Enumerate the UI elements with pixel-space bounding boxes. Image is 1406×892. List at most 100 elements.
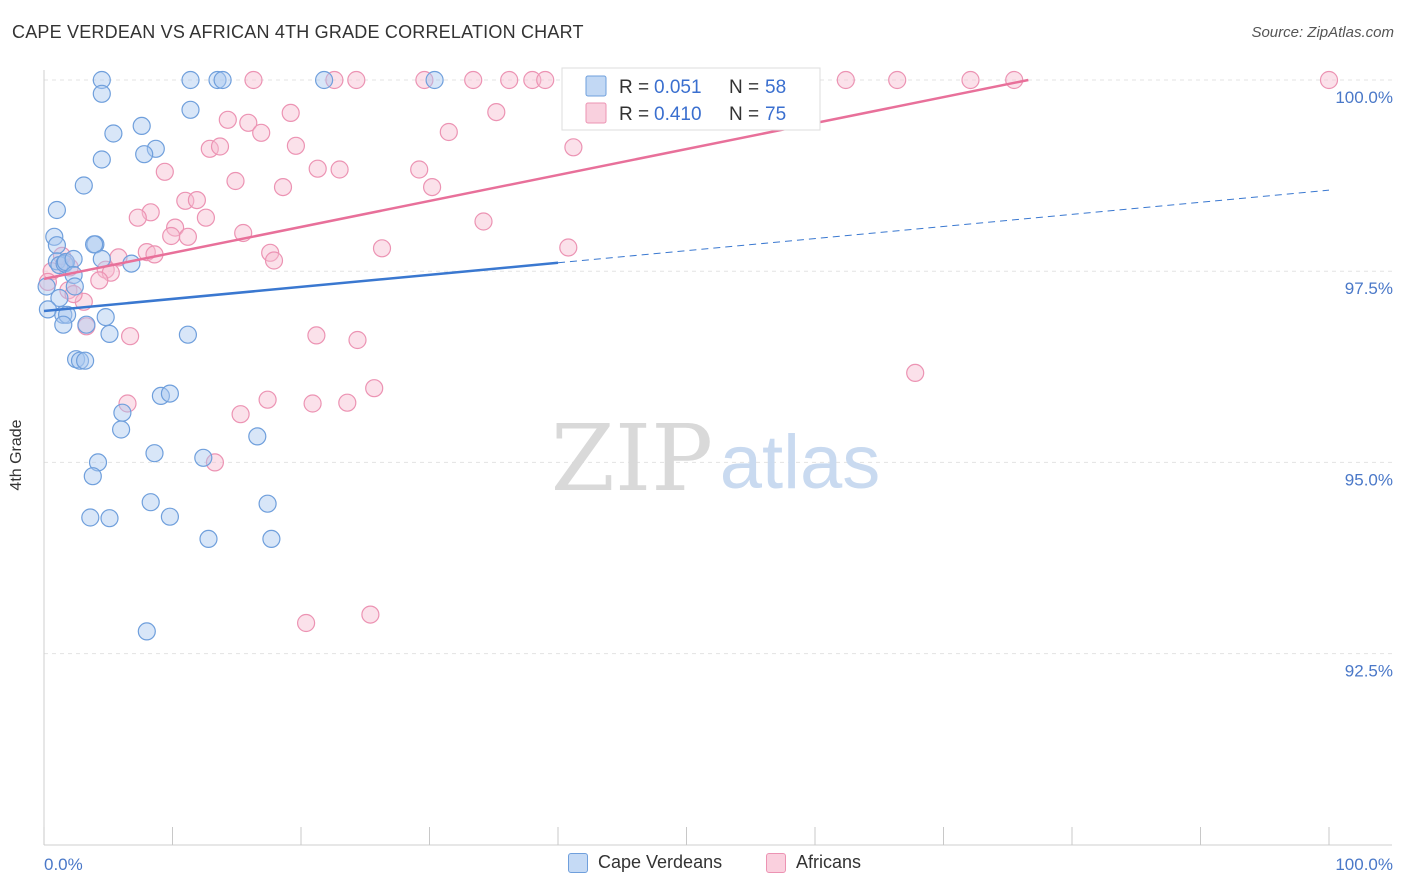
cape-verdeans-label: Cape Verdeans	[598, 852, 723, 872]
cape-verdean-point-48	[88, 453, 108, 472]
african-point-39	[166, 218, 185, 237]
y-tick-label-1: 97.5%	[1345, 279, 1393, 298]
cape-verdean-point-51	[258, 494, 277, 513]
x-tick-labels: 0.0% 100.0%	[44, 855, 1393, 874]
african-point-41	[178, 227, 197, 246]
cape-verdean-point-6	[92, 84, 111, 103]
african-point-64	[258, 390, 277, 409]
african-point-12	[888, 70, 907, 90]
african-point-14	[1005, 70, 1024, 90]
african-point-38	[474, 212, 493, 231]
correlation-legend: R = 0.051 N = 58 R = 0.410 N = 75	[561, 67, 821, 131]
african-point-40	[162, 226, 181, 246]
african-point-69	[205, 453, 224, 472]
cape-verdean-point-1	[181, 70, 200, 90]
african-point-5	[500, 70, 519, 90]
trend-lines	[43, 78, 1330, 313]
african-point-17	[487, 102, 506, 122]
african-point-59	[121, 327, 140, 346]
african-point-48	[264, 251, 284, 270]
cape-verdean-point-7	[181, 100, 200, 119]
gridlines	[44, 79, 1392, 655]
cape-verdean-point-5	[425, 70, 444, 90]
african-point-68	[231, 405, 250, 424]
source-credit: Source: ZipAtlas.com	[1251, 24, 1394, 41]
cape-verdean-point-23	[64, 249, 83, 269]
african-point-4	[464, 70, 483, 90]
african-point-70	[297, 613, 316, 633]
cape-verdean-point-0	[92, 70, 111, 90]
african-point-19	[239, 113, 258, 132]
africans-trend-line	[43, 78, 1029, 281]
cape-verdean-point-18	[84, 235, 104, 254]
african-point-6	[523, 70, 542, 90]
cape-verdean-point-10	[146, 139, 165, 158]
x-tick-label-1: 100.0%	[1335, 855, 1393, 874]
cape-verdeans-trend-line	[43, 261, 559, 313]
african-point-29	[155, 162, 174, 181]
cape-verdean-point-14	[47, 200, 67, 220]
african-point-67	[118, 394, 137, 413]
african-point-27	[330, 160, 349, 179]
legend-n-label-2: N =	[729, 104, 759, 125]
legend-r-value-1: 0.051	[654, 77, 702, 98]
african-point-66	[338, 393, 357, 412]
african-point-0	[244, 70, 263, 90]
legend-swatch-africans	[585, 102, 607, 124]
cape-verdean-point-12	[92, 150, 111, 169]
cape-verdean-point-50	[141, 493, 160, 512]
legend-r-label-2: R =	[619, 104, 649, 125]
legend-swatch-cape-verdeans	[585, 75, 607, 97]
african-point-42	[559, 238, 578, 257]
african-point-18	[218, 110, 237, 129]
cape-verdean-point-28	[65, 277, 84, 296]
cape-verdean-point-42	[160, 384, 179, 403]
african-point-32	[273, 178, 293, 197]
cape-verdean-point-34	[54, 315, 73, 334]
african-point-65	[303, 394, 322, 413]
cape-verdean-point-4	[315, 70, 334, 90]
series-legend-cape-verdeans[interactable]: Cape Verdeans	[568, 852, 722, 873]
cape-verdean-point-2	[208, 70, 227, 90]
african-point-57	[64, 285, 83, 304]
cape-verdean-point-45	[248, 427, 267, 446]
cape-verdean-point-56	[262, 529, 281, 549]
watermark: ZIP atlas	[551, 405, 880, 512]
cape-verdean-point-35	[77, 315, 96, 334]
african-point-7	[536, 70, 555, 90]
african-point-20	[252, 123, 271, 142]
cape-verdean-point-57	[137, 622, 156, 641]
cape-verdean-point-9	[132, 116, 151, 136]
legend-n-value-1: 58	[765, 77, 786, 98]
africans-swatch	[766, 852, 786, 873]
cape-verdean-point-16	[47, 236, 67, 255]
y-tick-labels: 100.0% 97.5% 95.0% 92.5%	[1335, 88, 1393, 681]
cape-verdean-point-13	[74, 176, 93, 195]
african-point-37	[196, 208, 215, 227]
african-point-16	[281, 103, 300, 123]
cape-verdean-point-53	[100, 509, 119, 528]
legend-r-value-2: 0.410	[654, 104, 702, 125]
cape-verdean-point-37	[178, 325, 197, 344]
african-point-24	[210, 137, 230, 156]
x-tick-label-0: 0.0%	[44, 855, 83, 874]
cape-verdean-point-39	[70, 351, 90, 370]
african-point-26	[308, 159, 327, 178]
axes	[43, 70, 1392, 846]
y-tick-label-2: 95.0%	[1345, 470, 1393, 489]
series-legend: Cape Verdeans Africans	[0, 852, 1406, 876]
african-point-25	[564, 138, 583, 157]
cape-verdeans-swatch	[568, 852, 588, 873]
data-points	[37, 70, 1339, 641]
y-tick-label-3: 92.5%	[1345, 662, 1393, 681]
african-point-34	[187, 191, 206, 210]
series-legend-africans[interactable]: Africans	[766, 852, 861, 873]
cape-verdean-point-40	[75, 351, 95, 370]
cape-verdean-point-44	[111, 420, 131, 439]
africans-label: Africans	[796, 852, 862, 872]
cape-verdeans-trend-extension	[557, 189, 1330, 264]
african-point-22	[286, 136, 305, 155]
cape-verdean-point-8	[104, 124, 123, 143]
african-point-2	[347, 70, 366, 90]
cape-verdean-point-52	[81, 508, 100, 527]
